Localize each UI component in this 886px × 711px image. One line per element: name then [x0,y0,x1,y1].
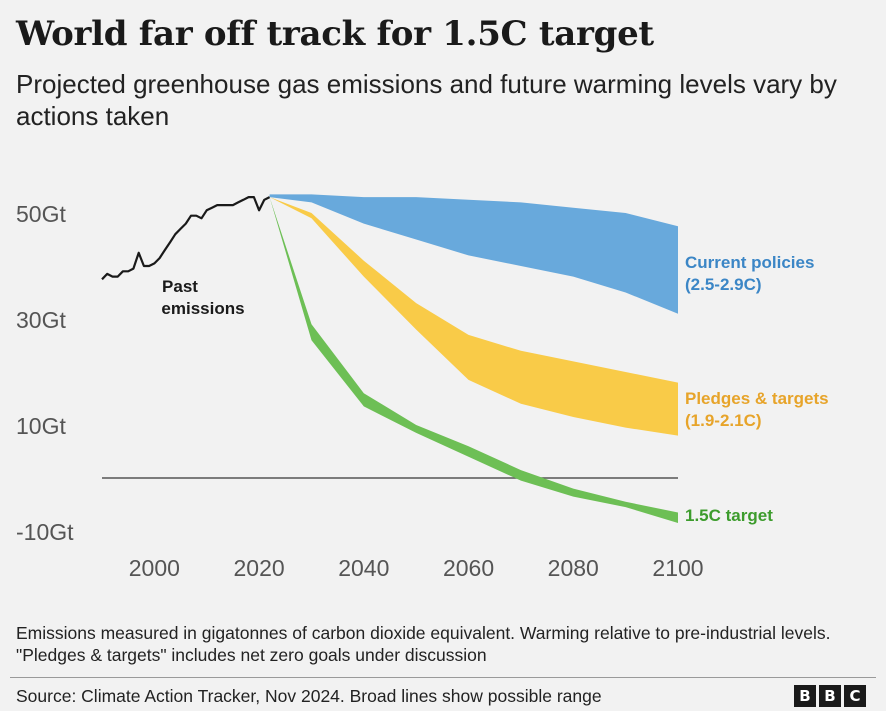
footnote: Emissions measured in gigatonnes of carb… [16,623,831,665]
x-tick-label: 2100 [652,555,703,581]
y-tick-label: -10Gt [16,519,74,545]
x-tick-label: 2020 [234,555,285,581]
bbc-logo-letter: B [794,685,816,707]
series-band [269,197,678,436]
emissions-chart: 50Gt 30Gt 10Gt -10Gt 2000 2020 2040 2060 2080 210… [16,194,829,581]
chart-subtitle: Projected greenhouse gas emissions and f… [16,69,837,131]
y-tick-label: 10Gt [16,413,66,439]
y-tick-label: 50Gt [16,201,66,227]
x-tick-label: 2080 [548,555,599,581]
series-range-label: (1.9-2.1C) [685,411,762,430]
source-divider [10,677,876,678]
series-label: Current policies [685,253,814,272]
series-band [269,197,678,523]
x-tick-label: 2060 [443,555,494,581]
bbc-logo: B B C [794,685,866,707]
x-tick-label: 2000 [129,555,180,581]
past-emissions-line [101,196,271,281]
series-range-label: (2.5-2.9C) [685,275,762,294]
source-text: Source: Climate Action Tracker, Nov 2024… [16,686,602,706]
bbc-logo-letter: C [844,685,866,707]
series-band [269,194,678,314]
series-label: 1.5C target [685,506,773,525]
x-tick-label: 2040 [338,555,389,581]
chart-title: World far off track for 1.5C target [16,14,654,54]
y-tick-label: 30Gt [16,307,66,333]
bbc-logo-letter: B [819,685,841,707]
past-emissions-label: Past emissions [161,277,244,318]
series-label: Pledges & targets [685,389,829,408]
